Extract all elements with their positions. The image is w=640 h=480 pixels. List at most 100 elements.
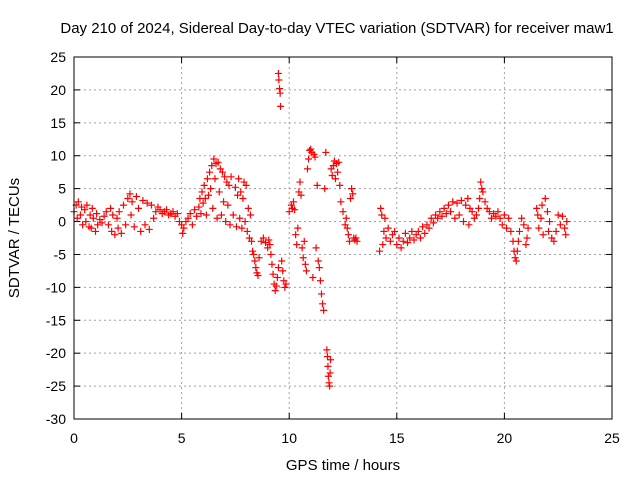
data-point xyxy=(276,89,284,97)
data-point xyxy=(213,214,221,222)
data-point xyxy=(535,224,543,232)
data-point xyxy=(298,244,306,252)
data-point xyxy=(464,195,472,203)
data-point xyxy=(275,76,283,84)
data-point xyxy=(104,221,112,229)
data-point xyxy=(328,171,336,179)
data-point xyxy=(124,195,132,203)
data-point xyxy=(481,198,489,206)
data-point xyxy=(427,214,435,222)
data-point xyxy=(324,352,332,360)
data-point xyxy=(281,283,289,291)
data-point xyxy=(302,267,310,275)
data-point xyxy=(250,250,258,258)
data-point xyxy=(337,198,345,206)
chart-title: Day 210 of 2024, Sidereal Day-to-day VTE… xyxy=(60,20,613,37)
data-point xyxy=(395,234,403,242)
data-point xyxy=(243,227,251,235)
data-point xyxy=(319,300,327,308)
data-point xyxy=(208,162,216,170)
y-tick-label: 10 xyxy=(50,148,66,164)
data-point xyxy=(244,204,252,212)
data-point xyxy=(376,247,384,255)
data-point xyxy=(401,229,409,237)
data-point xyxy=(300,237,308,245)
y-tick-label: -25 xyxy=(46,378,66,394)
data-point xyxy=(522,241,530,249)
x-axis-ticks: 0 5 10 15 20 25 xyxy=(70,57,620,446)
data-point xyxy=(255,254,263,262)
data-point xyxy=(198,188,206,196)
data-point xyxy=(173,210,181,218)
data-point xyxy=(147,201,155,209)
data-point xyxy=(214,158,222,166)
data-point xyxy=(537,214,545,222)
data-point xyxy=(472,211,480,219)
data-point xyxy=(344,231,352,239)
data-point xyxy=(221,173,229,181)
data-point xyxy=(515,227,523,235)
data-point xyxy=(210,155,218,163)
data-point xyxy=(259,234,267,242)
data-point xyxy=(293,241,301,249)
data-point xyxy=(202,211,210,219)
data-point xyxy=(327,356,335,364)
data-point xyxy=(229,211,237,219)
x-tick-label: 0 xyxy=(70,430,78,446)
data-point xyxy=(156,206,164,214)
y-tick-label: -20 xyxy=(46,345,66,361)
data-point xyxy=(179,229,187,237)
data-point xyxy=(236,214,244,222)
data-point xyxy=(478,185,486,193)
data-point xyxy=(290,198,298,206)
data-point xyxy=(406,234,414,242)
data-point xyxy=(468,208,476,216)
data-point xyxy=(211,175,219,183)
data-point xyxy=(89,214,97,222)
data-point xyxy=(324,362,332,370)
data-point xyxy=(408,227,416,235)
data-point xyxy=(511,254,519,262)
data-point xyxy=(442,210,450,218)
data-point xyxy=(205,191,212,199)
data-point xyxy=(272,282,280,290)
data-point xyxy=(100,212,108,220)
data-point xyxy=(122,221,130,229)
data-point xyxy=(132,193,140,201)
data-point xyxy=(141,221,149,229)
data-point xyxy=(87,224,95,232)
data-point xyxy=(195,203,203,211)
data-point xyxy=(538,201,546,209)
data-point xyxy=(453,199,461,207)
data-point xyxy=(503,224,511,232)
data-point xyxy=(163,206,171,214)
data-point xyxy=(429,219,437,227)
data-point xyxy=(393,241,401,249)
data-point xyxy=(76,211,84,219)
data-point xyxy=(117,229,125,237)
data-point xyxy=(455,211,463,219)
data-point xyxy=(352,234,360,242)
data-point xyxy=(296,178,304,186)
data-point xyxy=(498,221,506,229)
data-point xyxy=(523,234,531,242)
data-point xyxy=(169,208,177,216)
data-point xyxy=(267,250,275,258)
data-point xyxy=(197,210,205,218)
data-point xyxy=(226,221,234,229)
data-point xyxy=(73,214,81,222)
y-tick-label: -5 xyxy=(54,246,67,262)
data-point xyxy=(543,208,551,216)
x-tick-label: 5 xyxy=(178,430,186,446)
data-point xyxy=(294,224,302,232)
plot-frame xyxy=(73,56,613,420)
data-point xyxy=(449,198,457,206)
data-point xyxy=(222,218,230,226)
data-point xyxy=(339,208,347,216)
data-point xyxy=(391,227,399,235)
data-point xyxy=(438,212,446,220)
data-point xyxy=(436,208,444,216)
data-point xyxy=(460,218,468,226)
data-point xyxy=(74,198,82,206)
data-point xyxy=(520,221,528,229)
